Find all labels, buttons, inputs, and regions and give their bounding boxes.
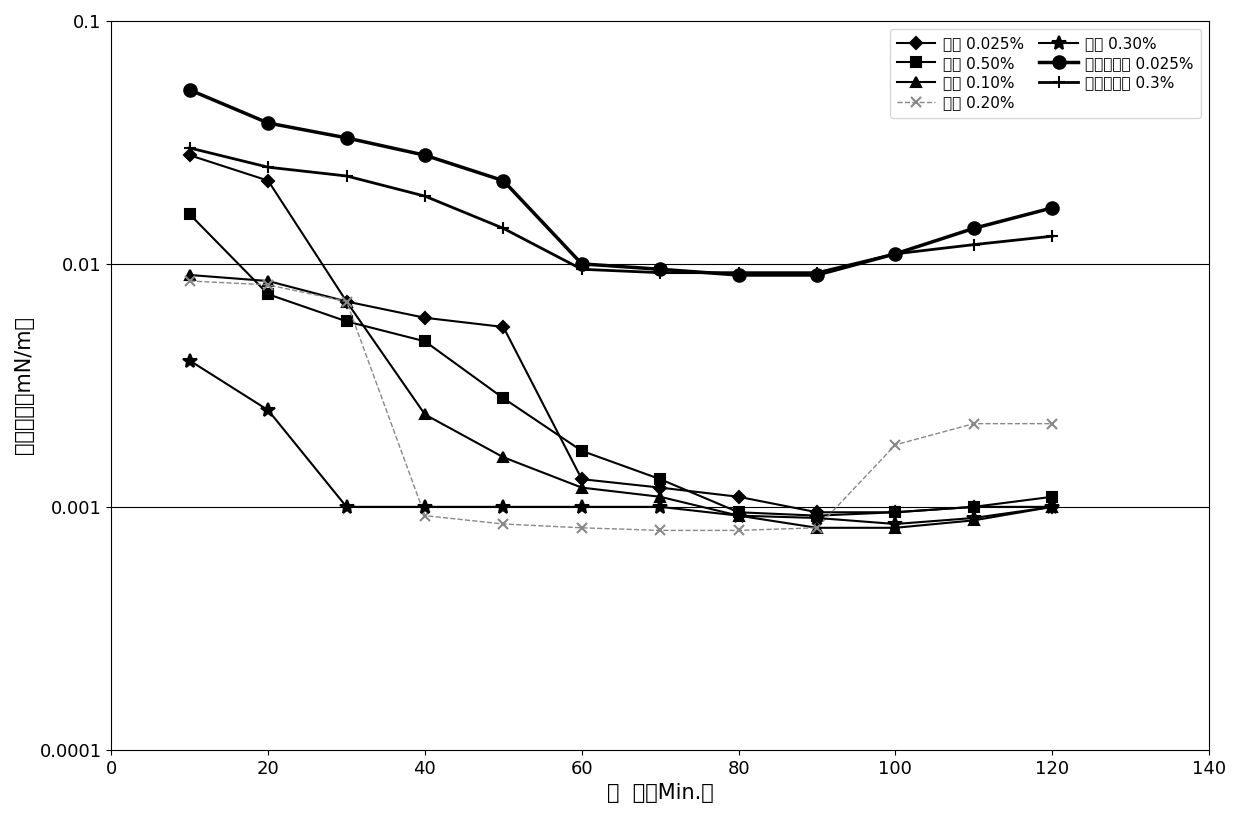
复配 0.025% (418, 313, 433, 323)
双子表活剂 0.3% (1045, 231, 1060, 241)
双子表活剂 0.025% (888, 249, 903, 259)
复配 0.20% (418, 511, 433, 520)
Line: 复配 0.025%: 复配 0.025% (186, 151, 1056, 516)
复配 0.10% (810, 523, 825, 533)
复配 0.20% (574, 523, 589, 533)
双子表活剂 0.3% (888, 249, 903, 259)
复配 0.20% (888, 440, 903, 449)
X-axis label: 时  间（Min.）: 时 间（Min.） (606, 784, 713, 803)
复配 0.025% (966, 502, 981, 511)
复配 0.10% (966, 516, 981, 525)
双子表活剂 0.025% (652, 265, 667, 275)
复配 0.50% (260, 289, 275, 299)
复配 0.20% (182, 276, 197, 286)
Line: 复配 0.20%: 复配 0.20% (185, 276, 1056, 535)
双子表活剂 0.025% (339, 133, 353, 143)
复配 0.50% (1045, 492, 1060, 502)
双子表活剂 0.3% (732, 268, 746, 278)
双子表活剂 0.3% (966, 239, 981, 249)
复配 0.50% (496, 393, 511, 403)
复配 0.50% (418, 337, 433, 346)
复配 0.30% (496, 502, 511, 511)
双子表活剂 0.025% (810, 270, 825, 280)
双子表活剂 0.025% (182, 85, 197, 95)
复配 0.025% (652, 483, 667, 493)
复配 0.30% (652, 502, 667, 511)
复配 0.025% (732, 492, 746, 502)
双子表活剂 0.3% (810, 268, 825, 278)
双子表活剂 0.3% (418, 191, 433, 201)
双子表活剂 0.025% (1045, 203, 1060, 212)
复配 0.20% (966, 419, 981, 429)
复配 0.20% (496, 519, 511, 529)
双子表活剂 0.025% (496, 176, 511, 185)
复配 0.10% (732, 511, 746, 520)
Legend: 复配 0.025%, 复配 0.50%, 复配 0.10%, 复配 0.20%, 复配 0.30%, 双子表活剂 0.025%, 双子表活剂 0.3%: 复配 0.025%, 复配 0.50%, 复配 0.10%, 复配 0.20%,… (889, 29, 1202, 118)
双子表活剂 0.025% (418, 150, 433, 160)
复配 0.50% (810, 511, 825, 520)
Line: 复配 0.10%: 复配 0.10% (185, 270, 1056, 533)
复配 0.20% (732, 525, 746, 535)
复配 0.20% (1045, 419, 1060, 429)
复配 0.30% (574, 502, 589, 511)
复配 0.10% (574, 483, 589, 493)
复配 0.20% (339, 297, 353, 306)
复配 0.30% (810, 513, 825, 523)
复配 0.50% (339, 316, 353, 326)
复配 0.025% (496, 322, 511, 332)
双子表活剂 0.3% (182, 143, 197, 153)
双子表活剂 0.025% (966, 224, 981, 234)
复配 0.50% (966, 502, 981, 511)
复配 0.025% (888, 507, 903, 517)
双子表活剂 0.3% (496, 224, 511, 234)
复配 0.10% (1045, 502, 1060, 511)
双子表活剂 0.3% (574, 265, 589, 275)
复配 0.025% (260, 176, 275, 185)
复配 0.30% (418, 502, 433, 511)
复配 0.10% (888, 523, 903, 533)
复配 0.025% (810, 507, 825, 517)
复配 0.30% (966, 513, 981, 523)
Line: 复配 0.50%: 复配 0.50% (185, 209, 1056, 520)
复配 0.30% (260, 405, 275, 415)
复配 0.20% (260, 280, 275, 290)
复配 0.50% (574, 446, 589, 456)
Line: 双子表活剂 0.3%: 双子表活剂 0.3% (184, 141, 1059, 279)
复配 0.10% (652, 492, 667, 502)
复配 0.30% (1045, 502, 1060, 511)
复配 0.10% (182, 270, 197, 280)
复配 0.50% (182, 209, 197, 219)
复配 0.30% (339, 502, 353, 511)
复配 0.10% (339, 297, 353, 306)
双子表活剂 0.025% (260, 118, 275, 128)
复配 0.50% (888, 507, 903, 517)
双子表活剂 0.025% (732, 270, 746, 280)
双子表活剂 0.025% (574, 259, 589, 269)
复配 0.50% (652, 474, 667, 484)
Y-axis label: 界面张力（mN/m）: 界面张力（mN/m） (14, 316, 33, 454)
复配 0.30% (888, 519, 903, 529)
复配 0.025% (182, 150, 197, 160)
双子表活剂 0.3% (260, 163, 275, 172)
复配 0.10% (496, 453, 511, 462)
复配 0.10% (260, 276, 275, 286)
复配 0.30% (182, 355, 197, 365)
双子表活剂 0.3% (652, 268, 667, 278)
复配 0.20% (652, 525, 667, 535)
复配 0.50% (732, 507, 746, 517)
双子表活剂 0.3% (339, 171, 353, 181)
Line: 复配 0.30%: 复配 0.30% (182, 354, 1059, 531)
复配 0.20% (810, 523, 825, 533)
复配 0.025% (1045, 502, 1060, 511)
复配 0.10% (418, 409, 433, 419)
复配 0.025% (574, 474, 589, 484)
复配 0.30% (732, 511, 746, 520)
复配 0.025% (339, 297, 353, 306)
Line: 双子表活剂 0.025%: 双子表活剂 0.025% (184, 83, 1059, 281)
